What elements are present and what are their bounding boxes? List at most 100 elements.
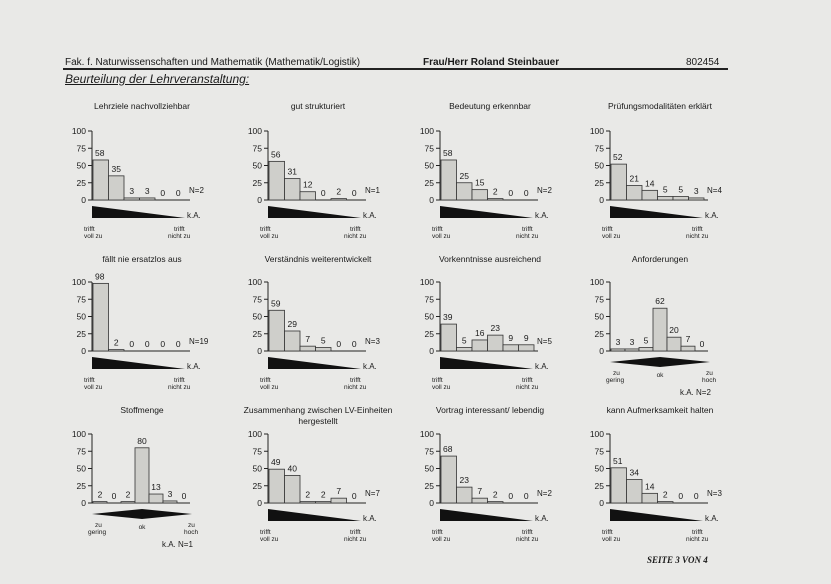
bar-value-label: 23 <box>491 323 501 333</box>
chart-title: Stoffmenge <box>120 405 164 415</box>
scale-right-label: trifft <box>174 377 185 384</box>
bar-value-label: 35 <box>112 164 122 174</box>
bar-value-label: 3 <box>145 186 150 196</box>
y-tick-label: 50 <box>253 312 263 322</box>
bar <box>638 347 654 352</box>
y-tick-label: 0 <box>599 498 604 508</box>
bar <box>120 501 136 504</box>
bar-value-label: 56 <box>271 149 281 159</box>
bar-value-label: 2 <box>305 490 310 500</box>
bar-value-label: 2 <box>321 490 326 500</box>
scale-wedge <box>268 357 361 369</box>
scale-left-label: trifft <box>260 529 271 536</box>
bar-value-label: 9 <box>524 333 529 343</box>
scale-wedge <box>440 206 533 218</box>
scale-left-label: trifft <box>432 226 443 233</box>
scale-wedge <box>440 509 533 521</box>
scale-right-label: nicht zu <box>168 233 191 240</box>
y-tick-label: 75 <box>77 143 87 153</box>
bar <box>471 497 488 504</box>
y-tick-label: 75 <box>595 294 605 304</box>
bar-value-label: 0 <box>160 188 165 198</box>
bar-value-label: 5 <box>663 185 668 195</box>
scale-mid-label: ok <box>657 372 665 379</box>
y-tick-label: 100 <box>248 126 262 136</box>
bar-value-label: 5 <box>678 185 683 195</box>
scale-right-label: nicht zu <box>686 536 709 543</box>
ka-label: k.A. <box>187 211 201 220</box>
bar-value-label: 29 <box>288 319 298 329</box>
bar-value-label: 51 <box>613 456 623 466</box>
bar <box>268 160 285 201</box>
y-tick-label: 50 <box>77 161 87 171</box>
scale-left-label: trifft <box>602 226 613 233</box>
bar <box>688 197 705 201</box>
y-tick-label: 75 <box>253 294 263 304</box>
bar <box>487 501 504 504</box>
ka-label: k.A. <box>535 362 549 371</box>
y-tick-label: 50 <box>425 464 435 474</box>
scale-left-label: voll zu <box>602 536 621 543</box>
bar-value-label: 2 <box>98 490 103 500</box>
y-tick-label: 100 <box>420 277 434 287</box>
y-tick-label: 100 <box>72 126 86 136</box>
scale-left-label: trifft <box>260 377 271 384</box>
y-tick-label: 50 <box>595 161 605 171</box>
scale-left-label: voll zu <box>84 384 103 391</box>
scale-left-label: zu <box>613 370 620 377</box>
bar-value-label: 59 <box>271 298 281 308</box>
y-tick-label: 25 <box>77 178 87 188</box>
scale-diamond <box>92 509 192 519</box>
bar <box>641 492 658 504</box>
scale-mid-label: ok <box>139 524 147 531</box>
scale-left-label: trifft <box>84 226 95 233</box>
scale-right-label: nicht zu <box>516 233 539 240</box>
y-tick-label: 50 <box>595 312 605 322</box>
scale-right-label: trifft <box>522 226 533 233</box>
y-tick-label: 50 <box>595 464 605 474</box>
bar-value-label: 39 <box>443 312 453 322</box>
scale-right-label: trifft <box>692 226 703 233</box>
bar-value-label: 3 <box>168 489 173 499</box>
bar-value-label: 16 <box>475 328 485 338</box>
y-tick-label: 0 <box>257 195 262 205</box>
y-tick-label: 0 <box>599 346 604 356</box>
y-tick-label: 25 <box>595 178 605 188</box>
chart-title: kann Aufmerksamkeit halten <box>606 405 714 415</box>
n-count-label: N=2 <box>537 489 552 498</box>
y-tick-label: 0 <box>429 498 434 508</box>
bar <box>92 159 109 201</box>
bar-value-label: 7 <box>305 334 310 344</box>
scale-right-label: zu <box>706 370 713 377</box>
bar <box>268 309 285 352</box>
ka-n-label: k.A. N=2 <box>680 388 711 397</box>
y-tick-label: 75 <box>595 143 605 153</box>
bar-value-label: 5 <box>462 336 467 346</box>
bar <box>456 486 473 504</box>
bar <box>471 189 488 201</box>
scale-right-label: trifft <box>350 226 361 233</box>
chart-title: gut strukturiert <box>290 101 346 111</box>
ka-label: k.A. <box>535 514 549 523</box>
bar <box>330 497 347 504</box>
bar-value-label: 2 <box>336 187 341 197</box>
bar <box>657 196 674 201</box>
bar <box>610 467 627 504</box>
bar-value-label: 62 <box>655 296 665 306</box>
scale-right-label: trifft <box>522 377 533 384</box>
bar <box>108 349 125 352</box>
bar <box>518 344 535 352</box>
n-count-label: N=19 <box>189 337 209 346</box>
bar-value-label: 0 <box>694 491 699 501</box>
bar <box>610 348 626 352</box>
scale-right-label: trifft <box>350 529 361 536</box>
bar-value-label: 7 <box>686 334 691 344</box>
bar-value-label: 0 <box>182 491 187 501</box>
y-tick-label: 50 <box>253 161 263 171</box>
bar-value-label: 58 <box>95 148 105 158</box>
y-tick-label: 0 <box>81 498 86 508</box>
